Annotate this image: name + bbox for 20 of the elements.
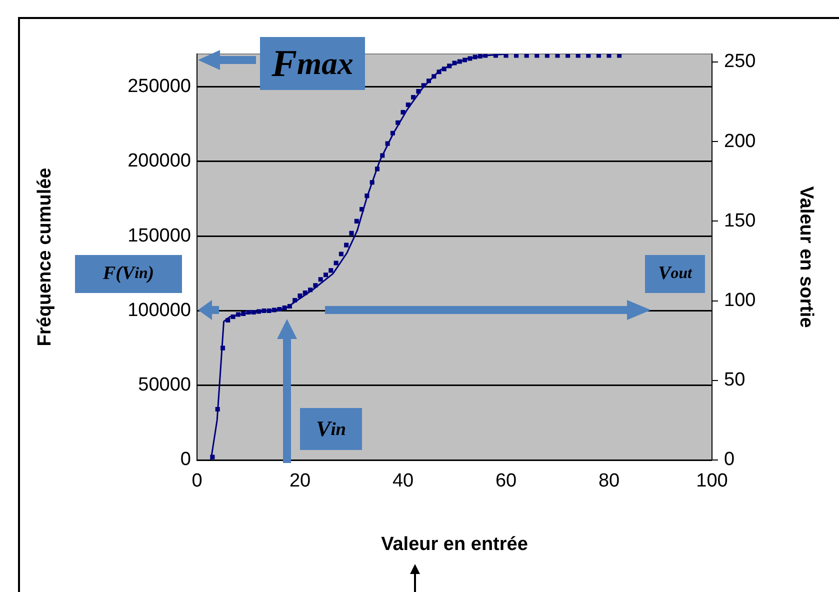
y2-tick-label: 0 <box>724 449 735 470</box>
y-axis-title: Fréquence cumulée <box>34 168 56 346</box>
x-tick-label: 80 <box>598 470 620 492</box>
y2-tick-label: 150 <box>724 210 756 232</box>
y-tick-label: 100000 <box>128 300 191 321</box>
y2-tick-label: 250 <box>724 51 756 72</box>
x-tick-label: 20 <box>289 470 311 492</box>
x-tick-label: 60 <box>495 470 517 492</box>
x-tick-label: 100 <box>696 470 728 492</box>
x-axis-title: Valeur en entrée <box>381 534 528 555</box>
x-tick-label: 40 <box>392 470 414 492</box>
y2-axis-title: Valeur en sortie <box>795 186 816 328</box>
y-tick-label: 250000 <box>128 76 191 98</box>
y-tick-label: 50000 <box>138 374 191 396</box>
y2-tick-label: 50 <box>724 370 746 391</box>
y2-tick-label: 100 <box>724 290 756 312</box>
y-tick-label: 150000 <box>128 225 191 246</box>
y-tick-label: 200000 <box>128 150 191 172</box>
y2-tick-label: 200 <box>724 130 756 152</box>
y-tick-label: 0 <box>180 449 191 470</box>
